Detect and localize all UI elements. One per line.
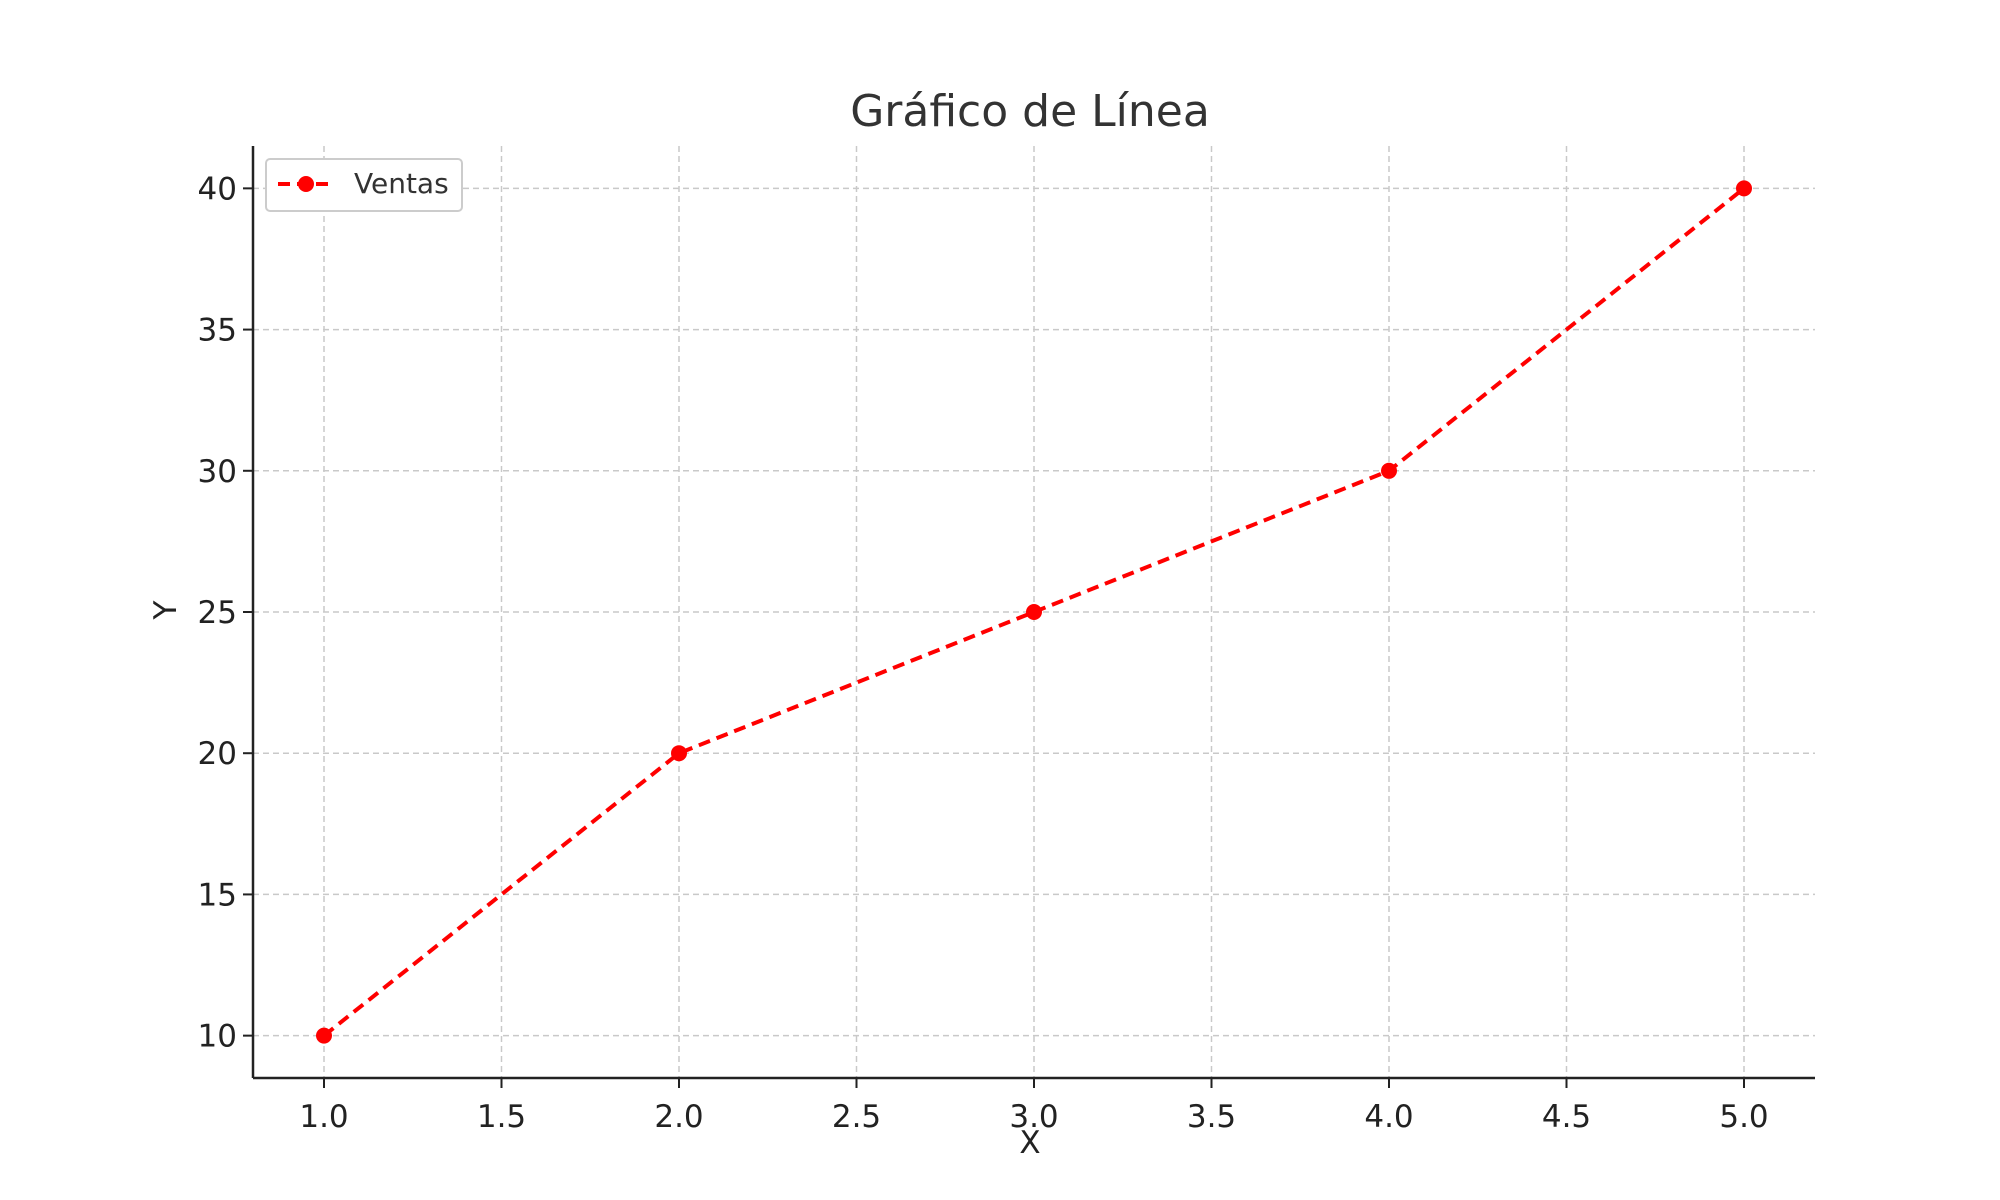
x-tick-label: 2.0 [654,1099,703,1135]
x-tick-label: 5.0 [1719,1099,1768,1135]
data-series [316,180,1752,1044]
x-tick-label: 4.0 [1364,1099,1413,1135]
y-tick-label: 30 [198,454,237,490]
x-tick-label: 1.5 [477,1099,526,1135]
y-tick-label: 25 [198,595,237,631]
y-tick-label: 10 [198,1019,237,1055]
series-line-0 [322,186,1746,1038]
y-axis-label: Y [148,600,184,620]
y-tick-label: 40 [198,171,237,207]
y-tick-label: 20 [198,736,237,772]
x-tick-label: 3.0 [1009,1099,1058,1135]
data-point [1026,604,1042,620]
data-point [671,745,687,762]
legend-label: Ventas [354,167,449,200]
data-point [1381,462,1397,479]
x-axis-label: X [1019,1125,1040,1161]
legend-marker-sample [298,176,314,192]
data-point [1736,180,1752,197]
x-tick-label: 1.0 [299,1099,348,1135]
tick-marks: 1.0 1.5 2.0 2.5 3.0 3.5 4.0 4.5 5.0 10 15 20 25 30 35 4… [198,171,1769,1135]
legend-box [265,158,463,212]
x-tick-label: 4.5 [1542,1099,1591,1135]
y-tick-label: 35 [198,313,237,349]
chart-title: Gráfico de Línea [850,86,1210,137]
legend: Ventas [265,158,463,212]
data-point [316,1027,332,1044]
x-tick-label: 3.5 [1187,1099,1236,1135]
x-tick-label: 2.5 [832,1099,881,1135]
y-tick-label: 15 [198,877,237,913]
